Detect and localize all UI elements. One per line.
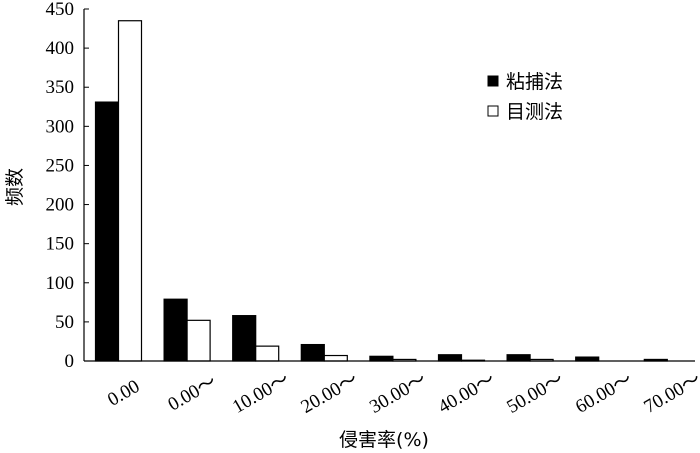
bar-series-1-cat-6 xyxy=(437,354,463,362)
legend-label-series-2: 目测法 xyxy=(506,101,563,123)
x-tick-label: 30.00～ xyxy=(366,369,430,418)
bar-series-1-cat-3 xyxy=(232,315,257,362)
bar-series-1-cat-1 xyxy=(94,101,120,362)
y-tick-label: 0 xyxy=(65,351,75,372)
y-tick-label: 200 xyxy=(46,195,75,216)
y-tick-label: 250 xyxy=(46,155,75,176)
x-tick-label: 20.00～ xyxy=(298,369,362,418)
y-tick-label: 400 xyxy=(46,38,75,59)
bar-series-1-cat-4 xyxy=(300,343,325,362)
bar-series-2-cat-3 xyxy=(255,345,280,362)
x-tick-label: 70.00～ xyxy=(641,369,700,418)
y-tick-label: 150 xyxy=(46,234,75,255)
y-tick-label: 450 xyxy=(46,0,75,20)
bar-series-2-cat-2 xyxy=(186,319,211,362)
x-tick-label: 40.00～ xyxy=(435,369,499,418)
x-tick-label: 50.00～ xyxy=(503,369,567,418)
bar-series-2-cat-4 xyxy=(323,354,348,362)
x-tick-label: 0.00～ xyxy=(164,371,220,415)
bar-series-1-cat-7 xyxy=(506,354,531,362)
x-tick-label: 60.00～ xyxy=(572,369,636,418)
y-tick-label: 300 xyxy=(46,116,75,137)
x-axis-ticks: 0.00 0.00～ 10.00～ 20.00～ 30.00～ 40.00～ 50.00～ 6… xyxy=(104,369,700,418)
x-tick-label: 0.00 xyxy=(104,376,143,411)
bar-series-2-cat-1 xyxy=(117,20,143,362)
bar-series-1-cat-2 xyxy=(163,298,188,362)
axes xyxy=(83,9,695,362)
x-tick-label: 10.00～ xyxy=(229,369,293,418)
y-tick-label: 50 xyxy=(55,312,74,333)
y-tick-label: 350 xyxy=(46,77,75,98)
y-axis-title: 频数 xyxy=(4,168,26,206)
legend: 粘捕法 目测法 xyxy=(487,71,563,123)
bar-series-1-cat-5 xyxy=(369,355,394,362)
legend-label-series-1: 粘捕法 xyxy=(506,71,563,93)
legend-swatch-series-1 xyxy=(487,75,499,87)
y-tick-label: 100 xyxy=(46,273,75,294)
y-axis-ticks: 0 50 100 150 200 250 300 350 400 450 xyxy=(46,0,89,372)
legend-swatch-series-2 xyxy=(487,105,499,117)
x-axis-title: 侵害率(%) xyxy=(339,429,429,451)
bars-group xyxy=(94,20,668,362)
